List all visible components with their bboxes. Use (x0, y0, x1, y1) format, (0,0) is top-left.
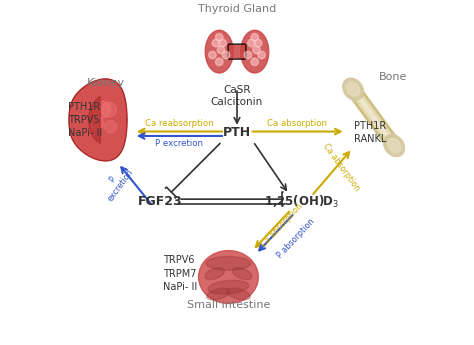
Circle shape (255, 39, 262, 47)
Text: TRPV6
TRPM7
NaPi- II: TRPV6 TRPM7 NaPi- II (163, 255, 197, 292)
Circle shape (244, 51, 252, 59)
Ellipse shape (227, 288, 250, 300)
Circle shape (104, 121, 117, 133)
Ellipse shape (206, 257, 251, 270)
Text: Small intestine: Small intestine (187, 300, 270, 310)
Ellipse shape (199, 250, 258, 304)
Text: PTH: PTH (223, 126, 251, 139)
Circle shape (253, 46, 260, 54)
Text: PTH1R
TRPV5
NaPi- II: PTH1R TRPV5 NaPi- II (68, 102, 102, 138)
Ellipse shape (205, 30, 233, 73)
Ellipse shape (207, 288, 230, 300)
Ellipse shape (346, 82, 360, 96)
Polygon shape (69, 79, 127, 161)
Circle shape (251, 58, 258, 66)
Text: 1,25(OH)D$_3$: 1,25(OH)D$_3$ (264, 194, 339, 210)
Text: Ca absorption: Ca absorption (320, 142, 361, 193)
Circle shape (212, 39, 219, 47)
Text: P absorption: P absorption (275, 217, 316, 260)
Text: Ca absorption: Ca absorption (267, 119, 328, 128)
Text: Kidney: Kidney (86, 78, 125, 88)
Ellipse shape (205, 268, 225, 279)
FancyBboxPatch shape (228, 44, 246, 59)
Text: P
excretion: P excretion (98, 161, 136, 203)
Text: P excretion: P excretion (155, 139, 203, 148)
Circle shape (219, 39, 227, 47)
Polygon shape (89, 97, 100, 143)
Text: Ca absorption: Ca absorption (259, 202, 304, 249)
Circle shape (247, 39, 255, 47)
Text: FGF23: FGF23 (138, 195, 182, 208)
Circle shape (216, 58, 223, 66)
Ellipse shape (232, 268, 252, 279)
Ellipse shape (208, 280, 249, 294)
Text: Bone: Bone (379, 72, 407, 82)
Text: Thyroid Gland: Thyroid Gland (198, 4, 276, 14)
Circle shape (93, 101, 110, 118)
Ellipse shape (387, 138, 401, 152)
Circle shape (222, 51, 230, 59)
Ellipse shape (241, 30, 269, 73)
Ellipse shape (383, 135, 404, 157)
Circle shape (217, 46, 225, 54)
Ellipse shape (343, 78, 364, 100)
Text: Ca reabsorption: Ca reabsorption (145, 119, 213, 128)
Text: PTH1R
RANKL: PTH1R RANKL (354, 121, 386, 144)
Circle shape (209, 51, 216, 59)
Text: CaSR
Calcitonin: CaSR Calcitonin (211, 85, 263, 108)
Circle shape (251, 33, 258, 41)
Circle shape (90, 117, 104, 130)
Circle shape (258, 51, 265, 59)
Circle shape (101, 102, 117, 117)
Circle shape (216, 33, 223, 41)
